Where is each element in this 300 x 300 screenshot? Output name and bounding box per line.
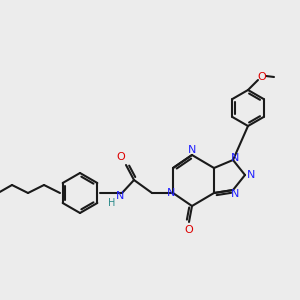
Text: N: N <box>231 153 239 163</box>
Text: N: N <box>116 191 124 201</box>
Text: N: N <box>231 189 239 199</box>
Text: O: O <box>184 225 194 235</box>
Text: N: N <box>188 145 196 155</box>
Text: N: N <box>247 170 255 180</box>
Text: O: O <box>258 72 266 82</box>
Text: H: H <box>108 198 116 208</box>
Text: O: O <box>117 152 125 162</box>
Text: N: N <box>167 188 175 198</box>
